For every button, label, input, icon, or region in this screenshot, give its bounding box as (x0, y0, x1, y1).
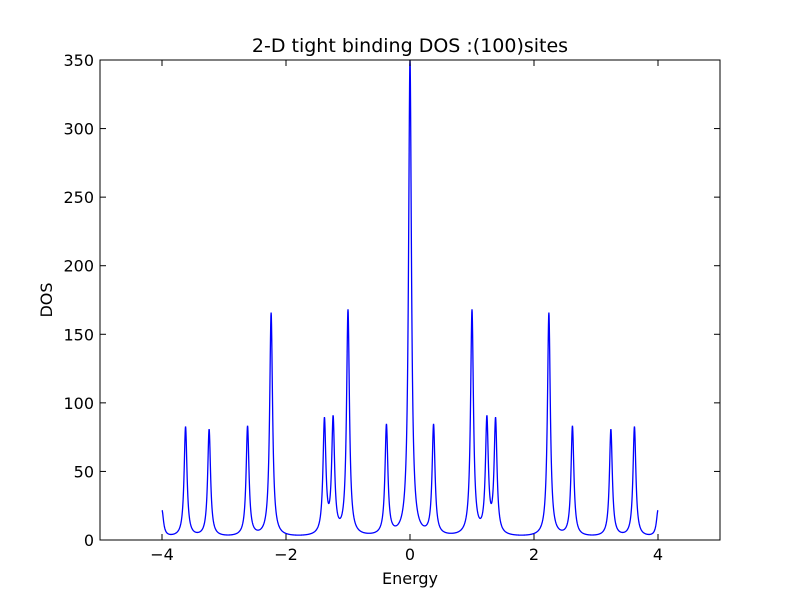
y-tick-label: 150 (63, 325, 94, 344)
y-tick-label: 50 (74, 462, 94, 481)
x-tick-label: −2 (274, 545, 298, 564)
y-tick-label: 0 (84, 531, 94, 550)
y-tick-label: 250 (63, 188, 94, 207)
x-tick-label: 0 (405, 545, 415, 564)
y-axis-label: DOS (37, 282, 56, 317)
x-axis-label: Energy (382, 569, 438, 588)
y-tick-label: 100 (63, 394, 94, 413)
y-tick-label: 300 (63, 120, 94, 139)
x-tick-label: −4 (150, 545, 174, 564)
tick-layer: −4 −2 0 2 4 0 50 100 150 200 250 300 350 (63, 51, 720, 564)
y-tick-label: 350 (63, 51, 94, 70)
x-tick-label: 4 (653, 545, 663, 564)
x-tick-label: 2 (529, 545, 539, 564)
plot-area (162, 60, 720, 540)
y-tick-label: 200 (63, 257, 94, 276)
chart-title: 2-D tight binding DOS :(100)sites (252, 35, 568, 57)
